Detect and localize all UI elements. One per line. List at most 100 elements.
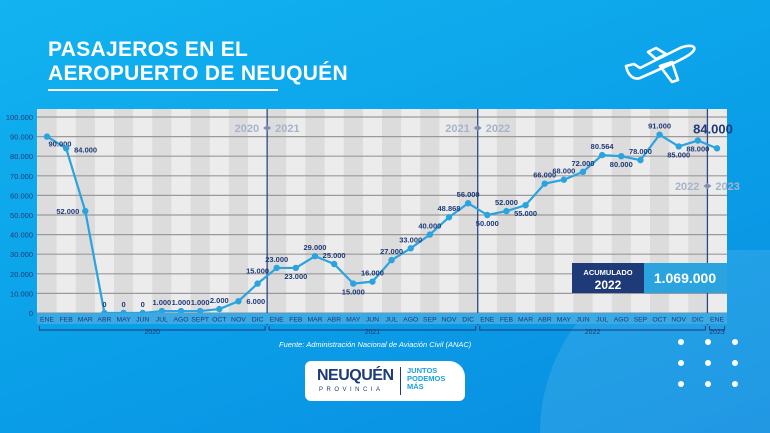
y-tick-label: 70.000 xyxy=(10,172,33,181)
data-point xyxy=(541,180,548,187)
column-stripe xyxy=(305,109,325,313)
data-label: 55.000 xyxy=(514,209,537,218)
data-label: 2.000 xyxy=(210,296,229,305)
column-stripe xyxy=(688,109,708,313)
data-label: 91.000 xyxy=(648,122,671,131)
data-label: 52.000 xyxy=(495,198,518,207)
data-label: 78.000 xyxy=(629,147,652,156)
data-point xyxy=(311,252,319,260)
data-label: 23.000 xyxy=(265,255,288,264)
data-label: 84.000 xyxy=(693,121,733,136)
x-tick-label: MAY xyxy=(116,317,131,324)
column-stripe xyxy=(152,109,172,313)
column-stripe xyxy=(573,109,593,313)
title-underline xyxy=(48,89,278,91)
column-stripe xyxy=(611,109,631,313)
data-point xyxy=(388,256,395,264)
data-label: 40.000 xyxy=(418,222,441,231)
data-point xyxy=(618,153,625,160)
x-tick-label: FEB xyxy=(289,317,303,324)
year-bracket xyxy=(268,326,477,331)
x-tick-label: OCT xyxy=(652,317,666,324)
x-tick-label: FEB xyxy=(500,317,514,324)
title-line-2: AEROPUERTO DE NEUQUÉN xyxy=(48,62,348,85)
data-point xyxy=(675,143,682,150)
diamond-icon xyxy=(703,183,712,189)
data-label: 1.000 xyxy=(152,298,171,307)
column-stripe xyxy=(420,109,440,313)
period-from: 2022 xyxy=(675,181,699,193)
data-label: 16.000 xyxy=(361,269,384,278)
x-tick-label: DIC xyxy=(692,317,704,324)
x-tick-label: AGO xyxy=(173,317,188,324)
x-tick-label: JUL xyxy=(386,317,398,324)
diamond-icon xyxy=(263,125,272,131)
x-tick-label: ENE xyxy=(480,317,494,324)
data-point xyxy=(464,200,472,207)
data-label: 72.000 xyxy=(572,159,595,168)
data-point xyxy=(656,131,663,138)
data-label: 6.000 xyxy=(246,297,265,306)
x-tick-label: ENE xyxy=(710,317,724,324)
neuquen-logo: NEUQUÉN PROVINCIA JUNTOS PODEMOS MÁS xyxy=(305,361,465,401)
data-point xyxy=(637,156,644,164)
data-point xyxy=(503,207,510,215)
data-label: 80.000 xyxy=(610,160,633,169)
year-label: 2023 xyxy=(709,329,725,336)
year-label: 2020 xyxy=(144,329,160,336)
data-label: 84.000 xyxy=(74,145,97,154)
column-stripe xyxy=(267,109,287,313)
decorative-dots xyxy=(678,339,742,393)
y-tick-label: 60.000 xyxy=(10,191,33,200)
x-axis-band xyxy=(37,313,727,324)
data-label: 0 xyxy=(121,300,125,309)
data-point xyxy=(484,211,491,219)
data-label: 0 xyxy=(141,300,145,309)
accumulated-label-box xyxy=(572,263,644,293)
column-stripe xyxy=(228,109,248,313)
x-tick-label: MAR xyxy=(307,317,322,324)
x-tick-label: ABR xyxy=(327,317,341,324)
y-tick-label: 20.000 xyxy=(10,270,33,279)
accumulated-label: ACUMULADO xyxy=(583,268,632,277)
year-label: 2022 xyxy=(585,329,601,336)
data-point xyxy=(158,307,166,315)
x-tick-label: FEB xyxy=(60,317,74,324)
column-stripe xyxy=(535,109,555,313)
data-point xyxy=(82,207,89,215)
data-point xyxy=(177,307,185,315)
y-tick-label: 80.000 xyxy=(10,152,33,161)
title-line-1: PASAJEROS EN EL xyxy=(48,38,249,61)
y-tick-label: 0 xyxy=(29,309,33,318)
x-tick-label: ABR xyxy=(97,317,111,324)
data-label: 66.000 xyxy=(533,171,556,180)
data-label: 52.000 xyxy=(56,207,79,216)
x-tick-label: DIC xyxy=(462,317,474,324)
data-point xyxy=(369,278,376,285)
x-tick-label: JUN xyxy=(576,317,589,324)
data-label: 48.868 xyxy=(438,204,461,213)
data-label: 15.000 xyxy=(342,288,365,297)
accumulated-value: 1.069.000 xyxy=(654,270,716,286)
data-label: 0 xyxy=(102,300,106,309)
data-label: 23.000 xyxy=(284,272,307,281)
data-point xyxy=(407,245,414,252)
column-stripe xyxy=(343,109,363,313)
data-point xyxy=(43,133,51,140)
data-label: 27.000 xyxy=(380,247,403,256)
data-point xyxy=(579,168,587,176)
data-label: 68.000 xyxy=(552,167,575,176)
x-tick-label: ENE xyxy=(270,317,284,324)
x-tick-label: SEP xyxy=(423,317,437,324)
period-from: 2021 xyxy=(445,123,469,135)
data-point xyxy=(216,305,223,313)
y-tick-label: 10.000 xyxy=(10,289,33,298)
period-to: 2021 xyxy=(275,123,299,135)
x-tick-label: NOV xyxy=(231,317,246,324)
y-tick-label: 40.000 xyxy=(10,231,33,240)
data-label: 29.000 xyxy=(304,243,327,252)
data-label: 85.000 xyxy=(667,150,690,159)
x-tick-label: ABR xyxy=(538,317,552,324)
x-tick-label: AGO xyxy=(614,317,629,324)
